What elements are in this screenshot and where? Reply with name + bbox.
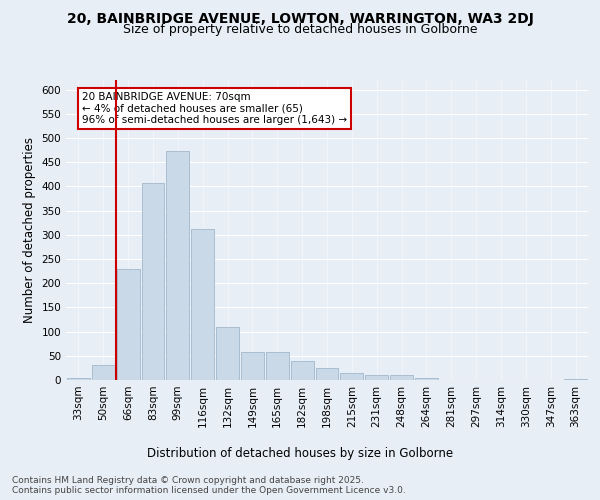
Bar: [316, 368, 338, 380]
Text: 20, BAINBRIDGE AVENUE, LOWTON, WARRINGTON, WA3 2DJ: 20, BAINBRIDGE AVENUE, LOWTON, WARRINGTO…: [67, 12, 533, 26]
Y-axis label: Number of detached properties: Number of detached properties: [23, 137, 36, 323]
Bar: [241, 352, 264, 380]
Text: 20 BAINBRIDGE AVENUE: 70sqm
← 4% of detached houses are smaller (65)
96% of semi: 20 BAINBRIDGE AVENUE: 70sqm ← 4% of deta…: [82, 92, 347, 126]
Bar: [92, 366, 115, 380]
Bar: [117, 268, 140, 380]
Bar: [142, 183, 164, 380]
Bar: [191, 229, 214, 380]
Bar: [216, 327, 239, 380]
Bar: [67, 378, 90, 380]
Text: Distribution of detached houses by size in Golborne: Distribution of detached houses by size …: [147, 448, 453, 460]
Bar: [415, 378, 438, 380]
Bar: [266, 352, 289, 380]
Text: Contains HM Land Registry data © Crown copyright and database right 2025.
Contai: Contains HM Land Registry data © Crown c…: [12, 476, 406, 495]
Bar: [340, 373, 363, 380]
Bar: [365, 375, 388, 380]
Bar: [291, 360, 314, 380]
Bar: [564, 378, 587, 380]
Bar: [390, 375, 413, 380]
Text: Size of property relative to detached houses in Golborne: Size of property relative to detached ho…: [123, 22, 477, 36]
Bar: [166, 151, 189, 380]
